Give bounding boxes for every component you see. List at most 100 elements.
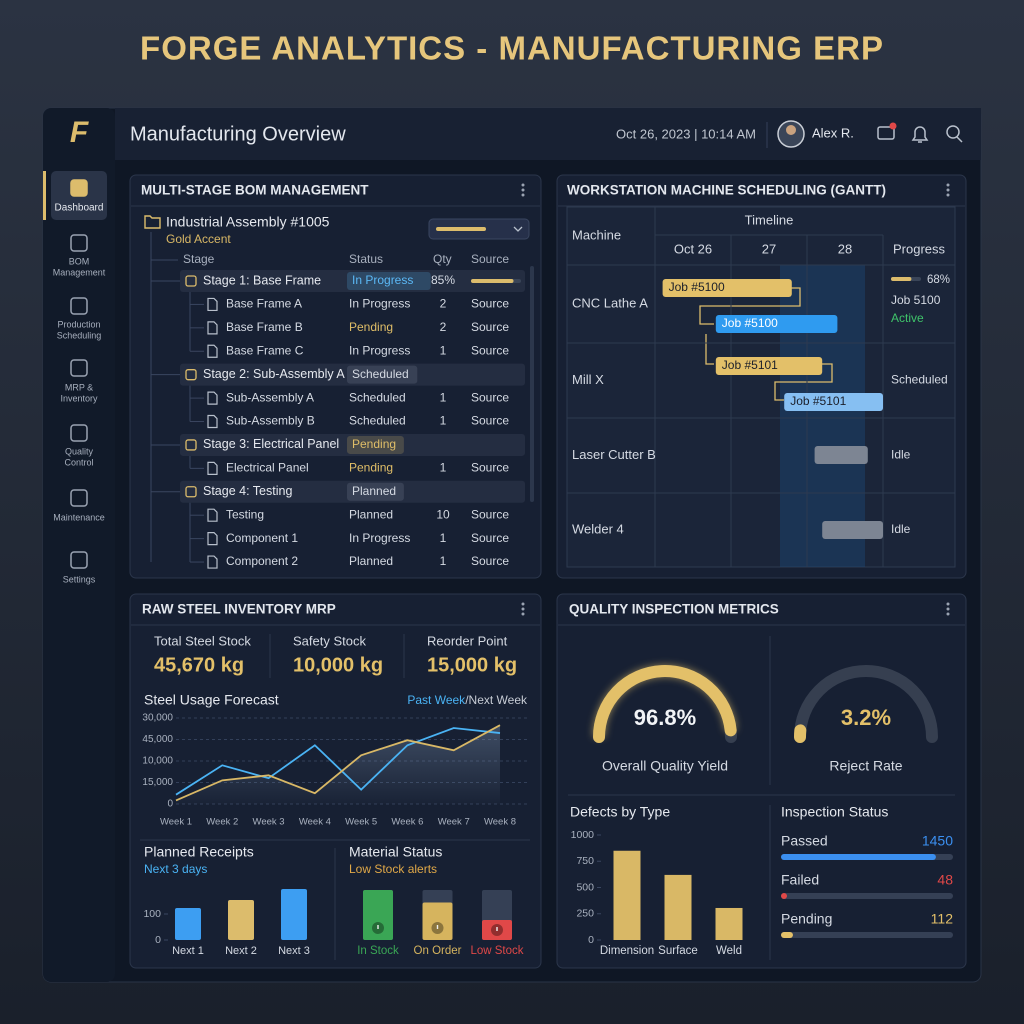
status-value: 112 xyxy=(931,911,954,927)
nav-icon[interactable] xyxy=(70,424,88,442)
search-icon[interactable] xyxy=(946,125,960,139)
gauge-track xyxy=(794,665,938,743)
y-tick-label: 10,000 xyxy=(142,756,173,767)
kebab-menus[interactable] xyxy=(521,183,950,616)
kpi-value: 15,000 kg xyxy=(427,654,517,676)
task-bar[interactable] xyxy=(715,315,838,333)
stage-icon xyxy=(185,486,197,498)
x-tick-label: Surface xyxy=(658,945,698,957)
doc-icon xyxy=(207,414,218,429)
nav-label[interactable]: Scheduling xyxy=(57,330,102,340)
stage-icon xyxy=(185,369,197,381)
progress-bar xyxy=(891,277,912,281)
y-tick-label: 0 xyxy=(167,799,173,810)
item-status: In Progress xyxy=(349,297,410,311)
user-name[interactable]: Alex R. xyxy=(812,125,854,140)
nav-label[interactable]: MRP & xyxy=(65,382,93,392)
nav-label[interactable]: Dashboard xyxy=(55,203,104,214)
status-value: 48 xyxy=(937,872,953,888)
stage-status: Scheduled xyxy=(352,367,409,381)
x-tick-label: Weld xyxy=(716,945,742,957)
nav-label[interactable]: Production xyxy=(57,319,100,329)
stage-icon xyxy=(185,275,197,287)
task-bar[interactable] xyxy=(822,521,883,539)
machine-name: Welder 4 xyxy=(572,521,624,536)
task-bar[interactable] xyxy=(784,393,883,411)
y-tick-label: 750 xyxy=(576,855,594,867)
item-qty: 1 xyxy=(440,343,447,357)
item-source[interactable]: Source xyxy=(471,343,509,357)
item-source[interactable]: Source xyxy=(471,461,509,475)
nav-icon[interactable] xyxy=(70,359,88,377)
nav-icon[interactable] xyxy=(70,179,88,197)
task-bar[interactable] xyxy=(662,279,792,297)
assembly-subtitle: Gold Accent xyxy=(166,232,231,246)
legend-entry: Next Week xyxy=(469,693,528,707)
doc-icon xyxy=(207,297,218,312)
stage-row xyxy=(180,363,525,386)
task-bar[interactable] xyxy=(715,357,823,375)
nav-label[interactable]: Maintenance xyxy=(53,512,105,522)
x-tick-label: Next 2 xyxy=(225,945,257,957)
nav-label[interactable]: Control xyxy=(64,457,93,467)
item-source[interactable]: Source xyxy=(471,554,509,568)
nav-label[interactable]: Settings xyxy=(63,574,96,584)
item-status: Scheduled xyxy=(349,390,406,404)
bar xyxy=(781,893,787,899)
nav-label[interactable]: Quality xyxy=(65,446,94,456)
bar-track xyxy=(781,932,953,938)
item-source[interactable]: Source xyxy=(471,414,509,428)
notification-dot xyxy=(889,122,897,130)
nav-icon[interactable] xyxy=(70,234,88,252)
column-header: Stage xyxy=(183,252,215,266)
item-source[interactable]: Source xyxy=(471,320,509,334)
x-tick-label: Next 3 xyxy=(278,945,310,957)
nav-label[interactable]: BOM xyxy=(69,256,90,266)
date-label: Oct 26 xyxy=(674,241,712,256)
item-source[interactable]: Source xyxy=(471,507,509,521)
kpi-value: 10,000 kg xyxy=(293,654,383,676)
job-label: Job 5100 xyxy=(891,293,941,307)
item-source[interactable]: Source xyxy=(471,531,509,545)
status-badge xyxy=(347,365,418,384)
task-label: Job #5101 xyxy=(722,358,778,372)
x-tick-label: Next 1 xyxy=(172,945,204,957)
doc-icon xyxy=(207,391,218,405)
task-bar[interactable] xyxy=(814,446,868,464)
y-tick-label: 500 xyxy=(576,881,594,893)
status-badge xyxy=(347,482,404,501)
kpi-label: Safety Stock xyxy=(293,633,366,648)
item-status: Pending xyxy=(349,461,393,475)
date-label: 27 xyxy=(762,241,776,256)
doc-icon xyxy=(207,321,218,335)
y-tick-label: 15,000 xyxy=(142,777,173,788)
item-name: Base Frame B xyxy=(226,320,303,334)
item-qty: 2 xyxy=(440,320,447,334)
legend-separator: / xyxy=(465,693,469,707)
machine-name: Mill X xyxy=(572,372,604,387)
item-source[interactable]: Source xyxy=(471,390,509,404)
nav-label[interactable]: Management xyxy=(53,267,106,277)
bell-icon[interactable] xyxy=(911,126,929,143)
stage-name: Stage 1: Base Frame xyxy=(203,273,321,287)
chart-title: Steel Usage Forecast xyxy=(144,692,279,708)
gauge-fill xyxy=(593,665,737,743)
nav-icon[interactable] xyxy=(70,489,88,507)
nav-indicator xyxy=(43,171,46,220)
bar xyxy=(363,890,393,940)
scrollbar[interactable] xyxy=(530,266,534,502)
item-name: Testing xyxy=(226,507,264,521)
item-qty: 1 xyxy=(440,414,447,428)
y-tick-label: 0 xyxy=(155,934,161,946)
progress-label: 68% xyxy=(927,274,950,286)
nav-label[interactable]: Inventory xyxy=(60,393,98,403)
item-qty: 1 xyxy=(440,554,447,568)
item-source[interactable]: Source xyxy=(471,297,509,311)
item-name: Sub-Assembly A xyxy=(226,390,314,404)
mail-icon[interactable] xyxy=(877,126,895,140)
column-header: Status xyxy=(349,252,383,266)
nav-icon[interactable] xyxy=(70,297,88,315)
nav-icon[interactable] xyxy=(70,551,88,569)
doc-icon xyxy=(207,508,218,522)
